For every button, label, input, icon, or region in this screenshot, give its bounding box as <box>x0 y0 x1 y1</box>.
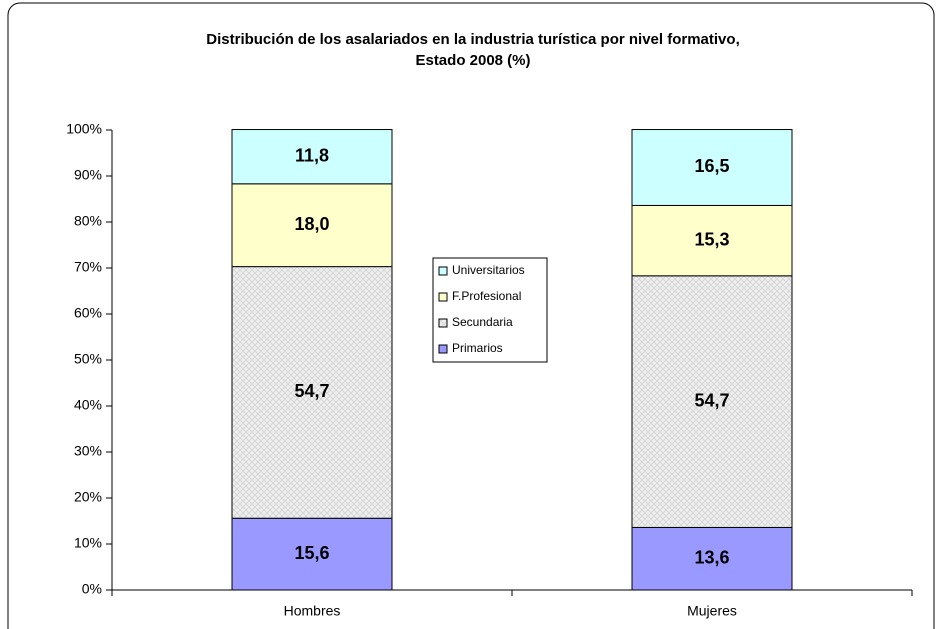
y-tick-label: 80% <box>74 213 102 229</box>
x-tick-label: Hombres <box>284 603 341 619</box>
bar-segment <box>231 517 393 591</box>
value-label: 54,7 <box>694 390 729 410</box>
y-tick-label: 90% <box>74 167 102 183</box>
legend-box <box>432 257 548 363</box>
bar-segment <box>631 275 793 528</box>
bar-segment <box>631 129 793 206</box>
value-label: 54,7 <box>294 381 329 401</box>
legend-label: Primarios <box>452 341 503 355</box>
legend-label: Secundaria <box>452 315 513 329</box>
value-label: 15,3 <box>694 229 729 249</box>
bar-segment <box>231 266 393 519</box>
value-label: 15,6 <box>294 543 329 563</box>
legend-swatch <box>438 318 448 328</box>
y-tick-label: 50% <box>74 351 102 367</box>
bar-segment <box>231 129 393 185</box>
legend-swatch <box>438 344 448 354</box>
legend-swatch <box>438 292 448 302</box>
y-tick-label: 60% <box>74 305 102 321</box>
value-label: 13,6 <box>694 547 729 567</box>
y-tick-label: 100% <box>66 121 102 137</box>
chart-title: Estado 2008 (%) <box>415 52 530 69</box>
x-tick-label: Mujeres <box>687 603 737 619</box>
bar-segment <box>631 526 793 591</box>
y-tick-label: 0% <box>82 581 102 597</box>
legend-swatch <box>438 266 448 276</box>
value-label: 11,8 <box>295 145 329 165</box>
bar-segment <box>231 183 393 268</box>
bar-segment <box>631 204 793 277</box>
legend-label: Universitarios <box>452 263 525 277</box>
y-tick-label: 70% <box>74 259 102 275</box>
chart-title: Distribución de los asalariados en la in… <box>206 31 739 48</box>
value-label: 18,0 <box>294 214 329 234</box>
y-tick-label: 10% <box>74 535 102 551</box>
y-tick-label: 30% <box>74 443 102 459</box>
y-tick-label: 40% <box>74 397 102 413</box>
legend-label: F.Profesional <box>452 289 521 303</box>
y-tick-label: 20% <box>74 489 102 505</box>
value-label: 16,5 <box>694 156 729 176</box>
